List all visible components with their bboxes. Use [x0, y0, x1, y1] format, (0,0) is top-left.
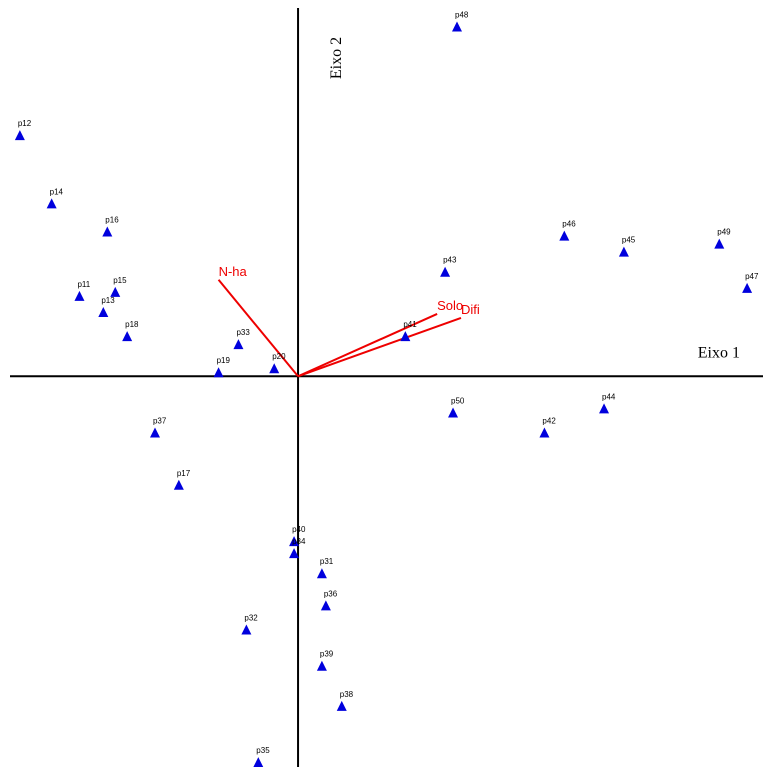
data-point-marker: [714, 238, 725, 249]
data-point-label: p40: [292, 525, 306, 534]
data-point-label: p19: [217, 356, 231, 365]
data-point-label: p35: [256, 746, 270, 755]
data-point-label: p41: [403, 320, 417, 329]
data-point-marker: [14, 130, 25, 141]
data-point-marker: [448, 407, 459, 418]
data-point-label: p47: [745, 272, 759, 281]
vector-n-ha: [217, 279, 299, 377]
data-point-marker: [98, 306, 109, 317]
data-point-marker: [452, 21, 463, 32]
data-point-marker: [336, 700, 347, 711]
data-point-label: p12: [18, 119, 32, 128]
data-point-label: p32: [244, 614, 258, 623]
data-point-label: p17: [177, 469, 191, 478]
data-point-label: p49: [717, 228, 731, 237]
data-point-label: p15: [113, 276, 127, 285]
y-axis-label: Eixo 2: [328, 37, 345, 79]
data-point-marker: [618, 246, 629, 257]
data-point-marker: [149, 427, 160, 438]
data-point-marker: [102, 226, 113, 237]
data-point-marker: [599, 403, 610, 414]
vector-label: Solo: [437, 298, 463, 313]
data-point-marker: [440, 266, 451, 277]
data-point-label: p13: [101, 296, 115, 305]
data-point-label: p42: [542, 417, 556, 426]
data-point-marker: [122, 331, 133, 342]
data-point-label: p37: [153, 417, 167, 426]
data-point-marker: [74, 290, 85, 301]
vector-difi: [297, 317, 462, 378]
data-point-marker: [400, 331, 411, 342]
data-point-marker: [253, 757, 264, 767]
data-point-marker: [233, 339, 244, 350]
data-point-marker: [173, 479, 184, 490]
data-point-label: p33: [236, 328, 250, 337]
vector-solo: [297, 313, 438, 378]
vector-label: N-ha: [219, 264, 248, 279]
data-point-marker: [289, 536, 300, 547]
data-point-marker: [742, 282, 753, 293]
data-point-label: p50: [451, 396, 465, 405]
data-point-label: p48: [455, 11, 469, 20]
points-group: p12 p14 p16 p11 p15 p13 p18 p33 p19 p20 p48 p46 p45 p…: [14, 11, 759, 767]
data-point-label: p20: [272, 352, 286, 361]
data-point-marker: [316, 660, 327, 671]
data-point-marker: [213, 367, 224, 378]
axes-group: [10, 8, 763, 767]
data-point-marker: [46, 198, 57, 209]
data-point-label: p45: [622, 236, 636, 245]
data-point-label: p18: [125, 320, 139, 329]
data-point-marker: [320, 600, 331, 611]
data-point-label: p46: [562, 220, 576, 229]
data-point-marker: [289, 548, 300, 559]
data-point-marker: [110, 286, 121, 297]
data-point-marker: [269, 363, 280, 374]
data-point-label: p44: [602, 392, 616, 401]
vector-label: Difi: [461, 302, 480, 317]
x-axis-label: Eixo 1: [698, 344, 740, 361]
data-point-label: p34: [292, 537, 306, 546]
data-point-label: p31: [320, 557, 334, 566]
data-point-label: p11: [77, 280, 90, 289]
data-point-label: p36: [324, 589, 338, 598]
data-point-marker: [539, 427, 550, 438]
data-point-label: p43: [443, 256, 457, 265]
data-point-marker: [559, 230, 570, 241]
data-point-label: p39: [320, 650, 334, 659]
data-point-marker: [241, 624, 252, 635]
data-point-label: p16: [105, 216, 119, 225]
data-point-marker: [316, 568, 327, 579]
data-point-label: p14: [50, 187, 64, 196]
data-point-label: p38: [340, 690, 354, 699]
